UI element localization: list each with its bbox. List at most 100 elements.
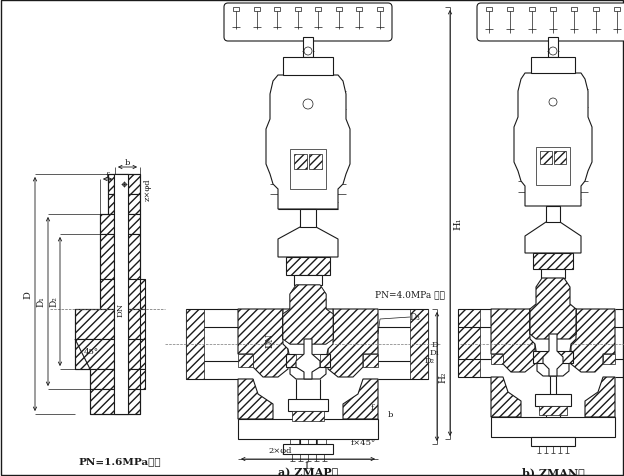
Polygon shape — [514, 74, 592, 207]
Text: H₁: H₁ — [454, 217, 462, 230]
Polygon shape — [114, 175, 128, 414]
Polygon shape — [238, 419, 378, 439]
Bar — [292, 411, 324, 421]
Bar — [290, 149, 326, 189]
Bar — [507, 8, 514, 12]
Text: D: D — [24, 290, 32, 298]
Polygon shape — [491, 354, 503, 364]
Polygon shape — [458, 309, 480, 377]
Bar — [233, 8, 239, 12]
Polygon shape — [186, 309, 204, 379]
Bar — [554, 152, 566, 165]
Polygon shape — [90, 389, 140, 414]
Text: a) ZMAP型: a) ZMAP型 — [278, 466, 338, 476]
Text: PN=1.6MPa法兰: PN=1.6MPa法兰 — [78, 456, 160, 466]
Polygon shape — [278, 228, 338, 258]
Text: 45°: 45° — [84, 347, 99, 355]
Bar — [294, 155, 307, 169]
Text: D₂: D₂ — [425, 356, 435, 364]
Bar — [300, 209, 316, 228]
Polygon shape — [100, 279, 145, 309]
FancyBboxPatch shape — [224, 4, 392, 42]
Polygon shape — [75, 339, 145, 369]
Polygon shape — [571, 309, 615, 372]
Polygon shape — [328, 309, 378, 377]
Text: D₁: D₁ — [430, 348, 440, 356]
Polygon shape — [410, 309, 428, 379]
Bar — [531, 58, 575, 74]
Text: H₂: H₂ — [439, 370, 447, 382]
Text: b: b — [124, 159, 130, 167]
Text: f: f — [105, 172, 109, 179]
Bar — [295, 8, 301, 12]
Bar — [303, 38, 313, 58]
Bar — [315, 8, 321, 12]
Bar — [546, 207, 560, 223]
Polygon shape — [75, 309, 145, 339]
Text: D₂: D₂ — [49, 296, 59, 307]
Text: DN: DN — [265, 332, 275, 347]
Polygon shape — [491, 377, 521, 417]
Text: b: b — [388, 410, 392, 418]
Polygon shape — [533, 351, 573, 363]
Bar — [540, 152, 552, 165]
Bar — [253, 8, 260, 12]
Bar — [336, 8, 342, 12]
Bar — [550, 8, 556, 12]
Bar — [548, 38, 558, 58]
Polygon shape — [238, 309, 288, 377]
Text: z×φd: z×φd — [144, 178, 152, 201]
Bar — [486, 8, 492, 12]
Polygon shape — [238, 379, 273, 419]
Text: b) ZMAN型: b) ZMAN型 — [522, 466, 584, 476]
Bar — [309, 155, 322, 169]
Bar — [572, 8, 577, 12]
Bar — [286, 258, 330, 276]
Bar — [531, 437, 575, 446]
Text: 2×φd: 2×φd — [268, 446, 292, 454]
Bar — [541, 269, 565, 278]
Polygon shape — [100, 235, 140, 279]
Text: PN=4.0MPa 法兰: PN=4.0MPa 法兰 — [375, 290, 445, 299]
Polygon shape — [283, 309, 333, 379]
Polygon shape — [283, 286, 333, 344]
Bar — [274, 8, 280, 12]
Bar — [529, 8, 535, 12]
Text: f×45°: f×45° — [351, 438, 376, 446]
Polygon shape — [266, 76, 350, 209]
Text: L: L — [305, 462, 311, 470]
Text: D: D — [432, 340, 439, 348]
Bar — [593, 8, 598, 12]
Polygon shape — [283, 286, 333, 344]
Text: f: f — [371, 403, 374, 411]
Bar — [377, 8, 383, 12]
Text: D₃: D₃ — [409, 313, 421, 322]
Text: DN: DN — [117, 302, 125, 317]
Bar — [535, 394, 571, 406]
Polygon shape — [603, 354, 615, 364]
Bar — [614, 8, 620, 12]
Polygon shape — [238, 354, 253, 367]
Polygon shape — [100, 215, 140, 235]
Polygon shape — [343, 379, 378, 419]
Bar — [539, 406, 567, 415]
Polygon shape — [296, 354, 320, 367]
Text: D₁: D₁ — [36, 296, 46, 307]
Polygon shape — [491, 417, 615, 437]
FancyBboxPatch shape — [477, 4, 624, 42]
Bar — [288, 399, 328, 411]
Polygon shape — [108, 175, 140, 195]
Polygon shape — [585, 377, 615, 417]
Bar — [283, 444, 333, 454]
Polygon shape — [530, 309, 576, 376]
Polygon shape — [286, 354, 330, 367]
Polygon shape — [90, 369, 145, 389]
Polygon shape — [491, 309, 535, 372]
Bar — [283, 58, 333, 76]
Polygon shape — [363, 354, 378, 367]
Bar — [536, 148, 570, 186]
Polygon shape — [525, 223, 581, 253]
Polygon shape — [108, 195, 140, 215]
Polygon shape — [543, 334, 563, 376]
Bar — [356, 8, 363, 12]
